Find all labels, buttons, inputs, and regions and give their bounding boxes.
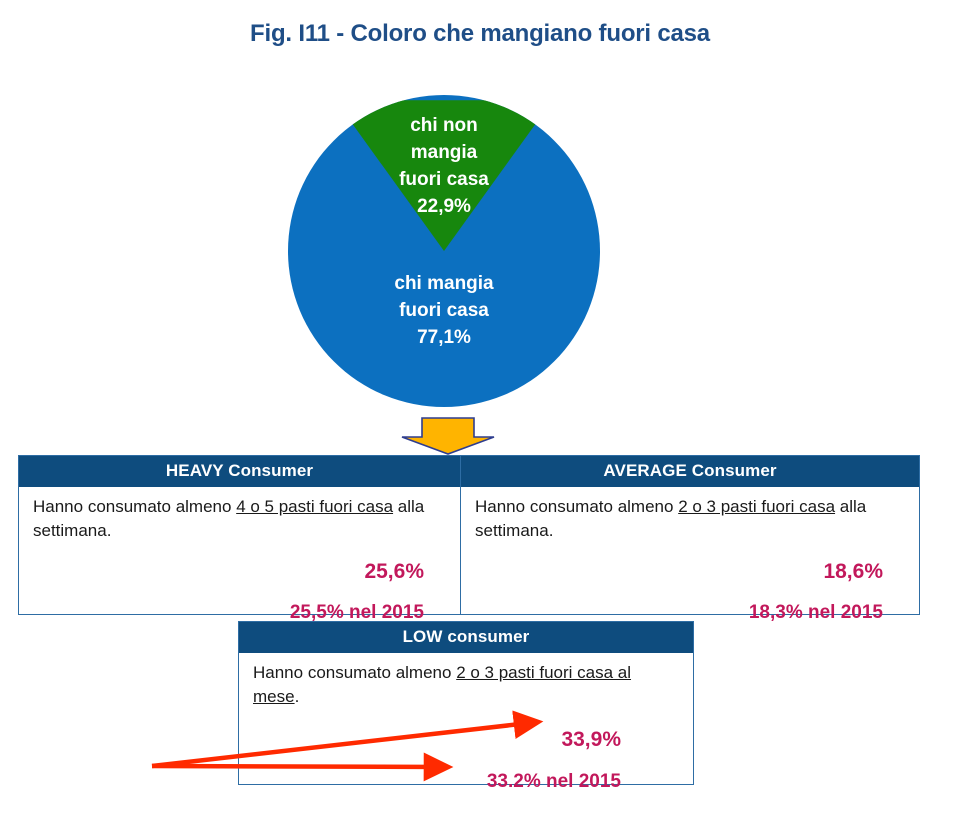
average-body-underlined: 2 o 3 pasti fuori casa [678, 497, 836, 516]
low-stat-current: 33,9% [561, 728, 621, 752]
heavy-stat-current: 25,6% [364, 560, 424, 584]
pie-chart: chi non mangia fuori casa 22,9% chi mang… [288, 95, 600, 407]
low-body-suffix: . [294, 687, 300, 707]
average-body-prefix: Hanno consumato almeno [475, 497, 679, 516]
low-stat-previous: 33.2% nel 2015 [486, 771, 621, 793]
average-consumer-box: AVERAGE Consumer Hanno consumato almeno … [460, 455, 920, 623]
low-consumer-header: LOW consumer [239, 622, 693, 653]
average-stat-current: 18,6% [823, 560, 883, 584]
low-consumer-box: LOW consumer Hanno consumato almeno 2 o … [238, 621, 694, 792]
average-consumer-header: AVERAGE Consumer [461, 456, 919, 487]
heavy-consumer-box: HEAVY Consumer Hanno consumato almeno 4 … [18, 455, 461, 623]
arrow-down-icon [401, 417, 495, 455]
heavy-consumer-body: Hanno consumato almeno 4 o 5 pasti fuori… [19, 487, 460, 633]
heavy-consumer-header: HEAVY Consumer [19, 456, 460, 487]
heavy-body-underlined: 4 o 5 pasti fuori casa [236, 497, 394, 516]
heavy-body-prefix: Hanno consumato almeno [33, 497, 237, 516]
page-title: Fig. I11 - Coloro che mangiano fuori cas… [250, 20, 710, 47]
heavy-body-suffix: alla settimana. [33, 497, 425, 541]
low-body-underlined: 2 o 3 pasti fuori casa al mese [253, 663, 632, 707]
low-body-prefix: Hanno consumato almeno [253, 663, 457, 682]
low-consumer-body: Hanno consumato almeno 2 o 3 pasti fuori… [239, 653, 693, 802]
heavy-stat-previous: 25,5% nel 2015 [289, 602, 424, 624]
average-body-suffix: alla settimana. [475, 497, 867, 541]
average-consumer-body: Hanno consumato almeno 2 o 3 pasti fuori… [461, 487, 919, 633]
average-stat-previous: 18,3% nel 2015 [748, 602, 883, 624]
